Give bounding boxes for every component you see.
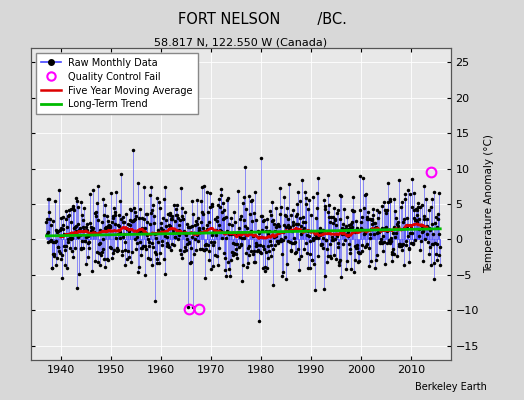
Text: FORT NELSON        /BC.: FORT NELSON /BC. — [178, 12, 346, 27]
Title: 58.817 N, 122.550 W (Canada): 58.817 N, 122.550 W (Canada) — [155, 37, 328, 47]
Legend: Raw Monthly Data, Quality Control Fail, Five Year Moving Average, Long-Term Tren: Raw Monthly Data, Quality Control Fail, … — [36, 53, 198, 114]
Text: Berkeley Earth: Berkeley Earth — [416, 382, 487, 392]
Y-axis label: Temperature Anomaly (°C): Temperature Anomaly (°C) — [484, 134, 495, 274]
